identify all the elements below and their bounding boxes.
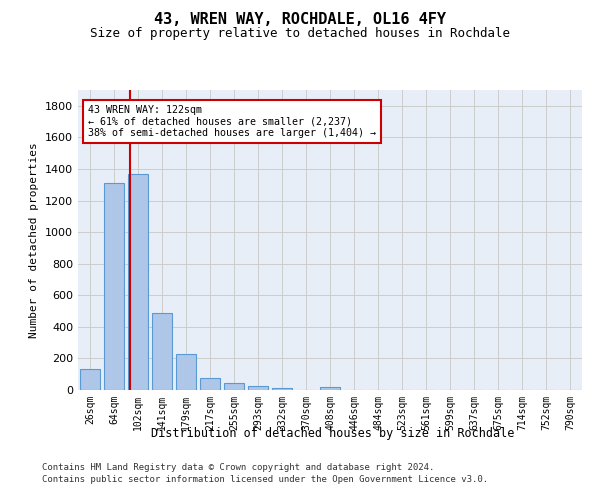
Bar (200, 378, 220, 390)
Bar (224, 384, 244, 390)
Text: Size of property relative to detached houses in Rochdale: Size of property relative to detached ho… (90, 28, 510, 40)
Bar (320, 387, 340, 390)
Bar (80, 368, 100, 390)
Text: Contains public sector information licensed under the Open Government Licence v3: Contains public sector information licen… (42, 475, 488, 484)
Bar (248, 386, 268, 390)
Text: 43, WREN WAY, ROCHDALE, OL16 4FY: 43, WREN WAY, ROCHDALE, OL16 4FY (154, 12, 446, 28)
Bar (152, 312, 172, 390)
Text: Distribution of detached houses by size in Rochdale: Distribution of detached houses by size … (151, 428, 515, 440)
Bar (176, 354, 196, 390)
Text: 43 WREN WAY: 122sqm
← 61% of detached houses are smaller (2,237)
38% of semi-det: 43 WREN WAY: 122sqm ← 61% of detached ho… (88, 105, 376, 138)
Bar (128, 174, 148, 390)
Y-axis label: Number of detached properties: Number of detached properties (29, 142, 40, 338)
Bar (104, 183, 124, 390)
Bar (272, 388, 292, 390)
Text: Contains HM Land Registry data © Crown copyright and database right 2024.: Contains HM Land Registry data © Crown c… (42, 464, 434, 472)
